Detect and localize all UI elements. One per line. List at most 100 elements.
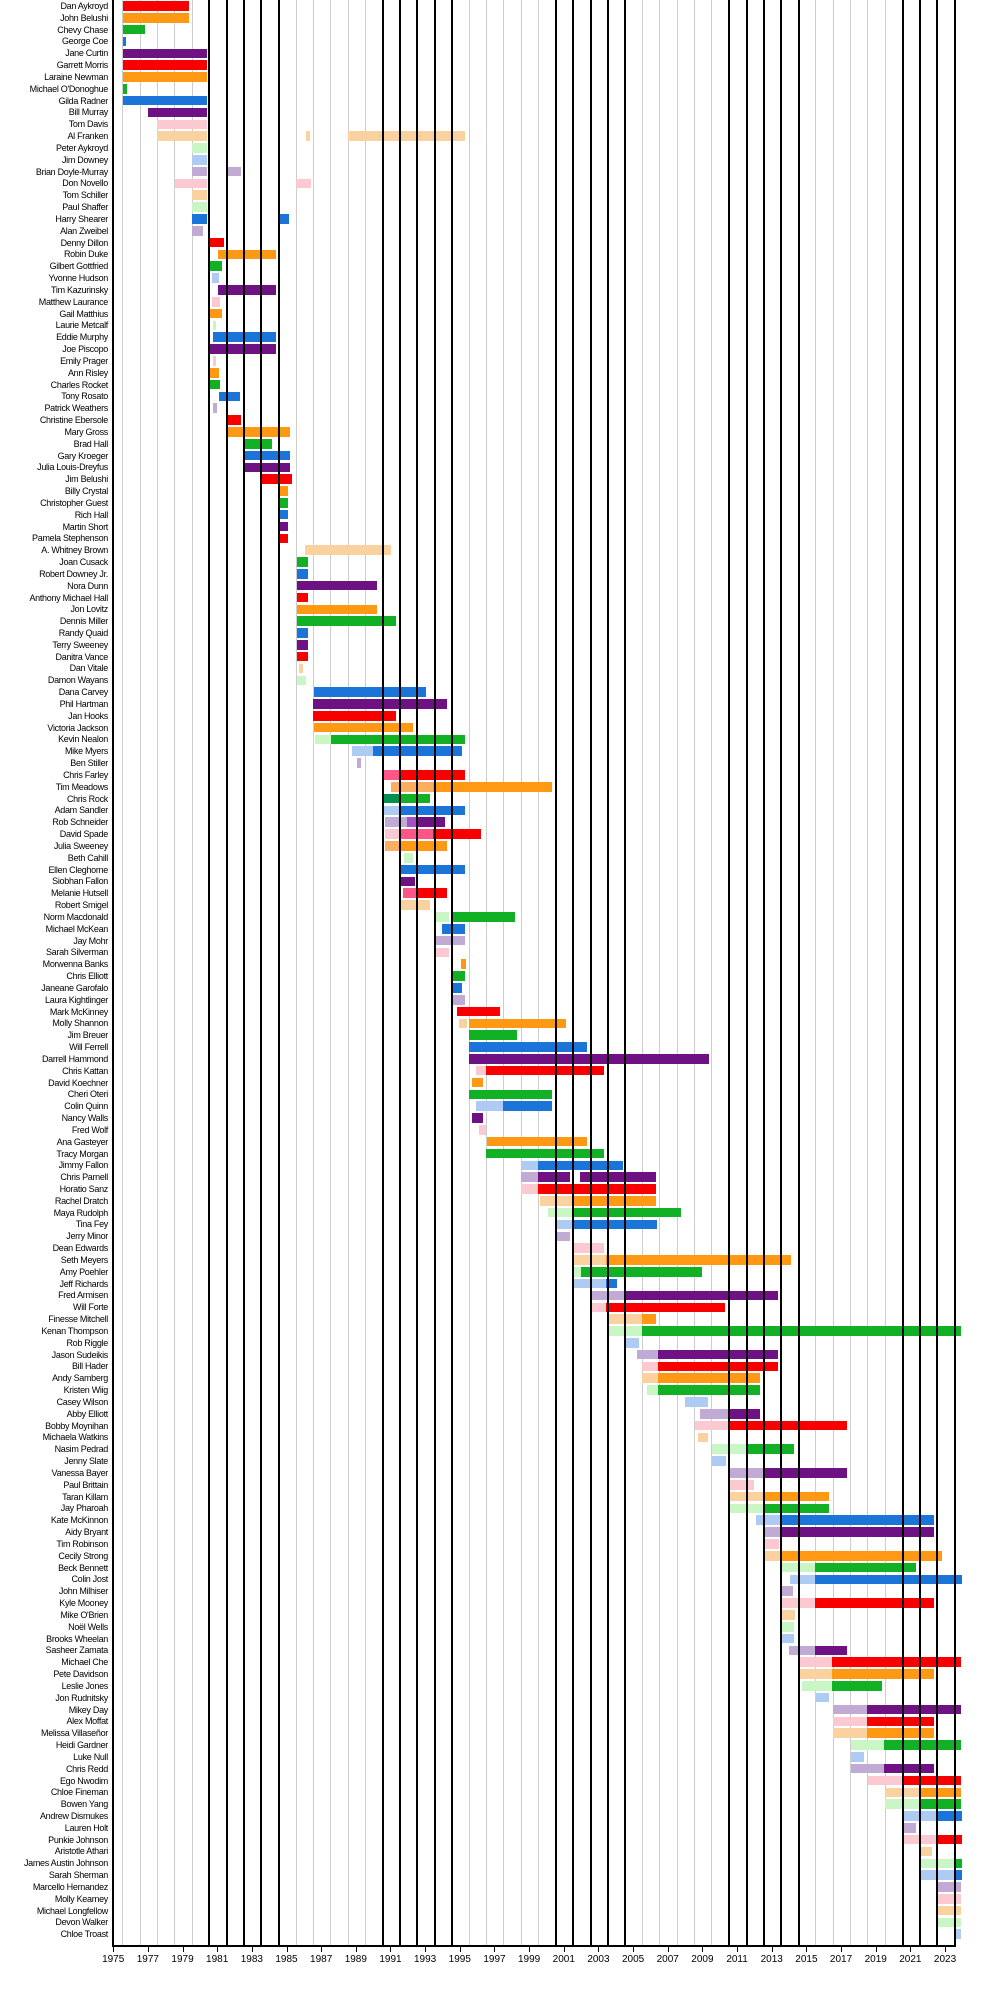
x-axis-tick-label: 2007 xyxy=(656,1954,679,1965)
tenure-bar xyxy=(315,734,331,745)
x-axis-tick-label: 1979 xyxy=(171,1954,194,1965)
tenure-bar xyxy=(244,438,272,449)
x-axis-tick xyxy=(667,1947,669,1952)
cast-member-name: Don Novello xyxy=(62,178,108,189)
tenure-bar xyxy=(261,474,292,484)
tenure-bar xyxy=(122,72,207,82)
cast-member-name: Taran Killam xyxy=(62,1491,108,1502)
tenure-bar xyxy=(400,864,465,875)
cast-member-name: Jeff Richards xyxy=(59,1278,109,1289)
cast-member-name: Denny Dillon xyxy=(60,237,109,248)
season-divider-line-bold xyxy=(606,0,609,1945)
tenure-bar xyxy=(213,403,218,413)
cast-member-name: Adam Sandler xyxy=(54,805,109,816)
tenure-bar xyxy=(571,1219,658,1230)
tenure-bar xyxy=(832,1657,962,1667)
cast-member-name: Danitra Vance xyxy=(55,651,109,662)
tenure-bar xyxy=(218,249,277,260)
cast-member-name: Beth Cahill xyxy=(67,852,109,863)
tenure-bar xyxy=(211,273,219,283)
tenure-bar xyxy=(937,1905,962,1916)
tenure-bar xyxy=(782,1610,796,1620)
cast-member-name: Sarah Sherman xyxy=(48,1870,108,1881)
cast-member-name: Paul Shaffer xyxy=(62,202,108,213)
tenure-bar xyxy=(452,912,516,922)
season-divider-line-bold xyxy=(399,0,401,1945)
cast-member-name: Tim Kazurinsky xyxy=(51,284,108,295)
x-axis-tick xyxy=(147,1947,149,1952)
tenure-bar xyxy=(471,1077,484,1088)
tenure-bar xyxy=(122,1,190,11)
tenure-bar xyxy=(953,1858,962,1869)
x-axis-tick xyxy=(598,1947,600,1952)
tenure-bar xyxy=(833,1704,868,1715)
tenure-bar xyxy=(763,1539,779,1549)
tenure-bar xyxy=(780,1515,934,1526)
cast-member-name: Morwenna Banks xyxy=(42,959,109,970)
cast-member-name: Charles Rocket xyxy=(50,379,109,390)
tenure-bar xyxy=(452,983,462,993)
tenure-bar xyxy=(314,722,413,733)
cast-member-name: Cecily Strong xyxy=(58,1550,108,1561)
tenure-bar xyxy=(406,817,419,828)
cast-member-name: Alex Moffat xyxy=(66,1716,108,1727)
tenure-bar xyxy=(313,711,396,721)
tenure-bar xyxy=(458,1018,467,1029)
tenure-bar xyxy=(212,356,217,366)
tenure-bar xyxy=(711,1456,726,1466)
tenure-bar xyxy=(211,296,220,307)
tenure-bar xyxy=(209,237,225,248)
cast-member-name: Nasim Pedrad xyxy=(54,1444,109,1455)
tenure-bar xyxy=(471,1113,484,1123)
cast-member-name: Kyle Mooney xyxy=(59,1598,108,1609)
tenure-bar xyxy=(884,1740,962,1750)
tenure-bar xyxy=(937,1917,962,1928)
x-axis-tick xyxy=(841,1947,843,1952)
tenure-bar xyxy=(937,1894,962,1904)
x-axis-tick xyxy=(806,1947,808,1952)
tenure-bar xyxy=(789,1574,816,1585)
tenure-bar xyxy=(304,545,392,555)
cast-member-name: Emily Prager xyxy=(60,355,108,366)
y-axis-line xyxy=(111,0,114,1945)
tenure-bar xyxy=(418,817,446,828)
tenure-bar xyxy=(815,1645,848,1656)
season-divider-line xyxy=(538,0,540,1945)
season-divider-line xyxy=(174,0,176,1945)
cast-member-name: Jimmy Fallon xyxy=(58,1160,109,1171)
cast-member-name: Lauren Holt xyxy=(64,1822,109,1833)
tenure-bar xyxy=(469,1054,710,1064)
tenure-bar xyxy=(452,994,465,1005)
x-axis-tick xyxy=(425,1947,427,1952)
x-axis-tick xyxy=(494,1947,496,1952)
tenure-bar xyxy=(521,1172,538,1182)
season-divider-line xyxy=(850,0,852,1945)
x-axis-tick-label: 1997 xyxy=(483,1954,506,1965)
cast-member-name: Christopher Guest xyxy=(40,497,108,508)
cast-member-name: Kate McKinnon xyxy=(50,1515,108,1526)
cast-member-name: Tony Rosato xyxy=(61,391,108,402)
tenure-bar xyxy=(763,1468,848,1478)
tenure-bar xyxy=(122,84,128,94)
tenure-bar xyxy=(452,971,465,981)
tenure-bar xyxy=(296,580,377,591)
season-divider-line xyxy=(364,0,366,1945)
cast-member-name: Chris Rock xyxy=(66,793,108,804)
x-axis-tick xyxy=(459,1947,461,1952)
tenure-bar xyxy=(382,793,400,804)
cast-member-name: Joan Cusack xyxy=(59,557,108,567)
season-divider-line-bold xyxy=(936,0,939,1945)
cast-member-name: Dana Carvey xyxy=(58,687,109,698)
tenure-bar xyxy=(555,1231,570,1242)
tenure-bar xyxy=(296,651,309,662)
tenure-bar xyxy=(850,1740,885,1750)
x-axis-tick-label: 2021 xyxy=(899,1954,922,1965)
cast-member-name: Dan Aykroyd xyxy=(60,1,108,11)
tenure-bar xyxy=(763,1503,829,1514)
tenure-bar xyxy=(244,462,290,473)
tenure-bar xyxy=(658,1361,778,1372)
cast-member-name: Victoria Jackson xyxy=(47,722,108,733)
tenure-bar xyxy=(658,1373,761,1384)
cast-member-name: Andrew Dismukes xyxy=(39,1810,108,1821)
tenure-bar xyxy=(382,770,400,780)
